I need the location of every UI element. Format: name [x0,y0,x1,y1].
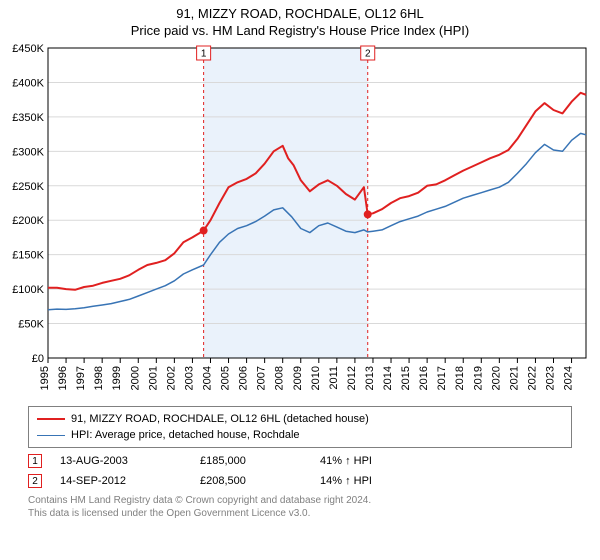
legend-item: 91, MIZZY ROAD, ROCHDALE, OL12 6HL (deta… [37,411,563,427]
svg-text:£0: £0 [32,353,44,365]
title-sub: Price paid vs. HM Land Registry's House … [0,23,600,38]
svg-text:2001: 2001 [147,366,159,390]
legend: 91, MIZZY ROAD, ROCHDALE, OL12 6HL (deta… [28,406,572,448]
svg-text:£400K: £400K [12,77,44,89]
svg-text:1999: 1999 [111,366,123,390]
sale-price: £185,000 [200,455,320,467]
legend-label: 91, MIZZY ROAD, ROCHDALE, OL12 6HL (deta… [71,413,369,425]
title-main: 91, MIZZY ROAD, ROCHDALE, OL12 6HL [0,6,600,21]
svg-text:2022: 2022 [526,366,538,390]
sale-delta: 41% ↑ HPI [320,455,372,467]
sale-price: £208,500 [200,475,320,487]
sale-delta: 14% ↑ HPI [320,475,372,487]
legend-label: HPI: Average price, detached house, Roch… [71,429,300,441]
svg-text:£300K: £300K [12,146,44,158]
svg-text:2017: 2017 [436,366,448,390]
svg-text:2018: 2018 [454,366,466,390]
svg-text:£250K: £250K [12,181,44,193]
sale-date: 13-AUG-2003 [60,455,200,467]
svg-text:£150K: £150K [12,250,44,262]
sale-marker-icon: 1 [28,454,42,468]
svg-text:2024: 2024 [563,366,575,390]
svg-text:2004: 2004 [201,366,213,390]
svg-text:2002: 2002 [165,366,177,390]
attribution: Contains HM Land Registry data © Crown c… [28,494,572,520]
svg-text:2009: 2009 [292,366,304,390]
svg-text:1998: 1998 [93,366,105,390]
legend-swatch [37,435,65,436]
svg-text:1996: 1996 [57,366,69,390]
chart-svg: £0 £50K £100K £150K £200K £250K £300K £350K £400… [0,38,600,398]
svg-text:2014: 2014 [382,366,394,390]
svg-text:2013: 2013 [364,366,376,390]
svg-text:1: 1 [201,49,207,60]
chart-container: 91, MIZZY ROAD, ROCHDALE, OL12 6HL Price… [0,0,600,520]
svg-text:2020: 2020 [490,366,502,390]
svg-text:2008: 2008 [274,366,286,390]
svg-text:2: 2 [365,49,371,60]
svg-text:2010: 2010 [310,366,322,390]
svg-text:£100K: £100K [12,284,44,296]
svg-text:2016: 2016 [418,366,430,390]
sale-marker-icon: 2 [28,474,42,488]
svg-text:2003: 2003 [183,366,195,390]
svg-text:2011: 2011 [328,366,340,390]
svg-text:£200K: £200K [12,215,44,227]
svg-text:1995: 1995 [39,366,51,390]
svg-text:2021: 2021 [508,366,520,390]
sale-row: 1 13-AUG-2003 £185,000 41% ↑ HPI [28,454,572,468]
svg-text:2012: 2012 [346,366,358,390]
chart: £0 £50K £100K £150K £200K £250K £300K £350K £400… [0,38,600,398]
svg-text:2023: 2023 [545,366,557,390]
svg-text:1997: 1997 [75,366,87,390]
svg-text:2015: 2015 [400,366,412,390]
legend-item: HPI: Average price, detached house, Roch… [37,427,563,443]
svg-text:£450K: £450K [12,43,44,55]
svg-text:2007: 2007 [256,366,268,390]
sale-row: 2 14-SEP-2012 £208,500 14% ↑ HPI [28,474,572,488]
attribution-line: This data is licensed under the Open Gov… [28,507,572,520]
svg-text:£50K: £50K [18,319,44,331]
svg-text:2006: 2006 [238,366,250,390]
attribution-line: Contains HM Land Registry data © Crown c… [28,494,572,507]
svg-text:2005: 2005 [220,366,232,390]
svg-text:2019: 2019 [472,366,484,390]
legend-swatch [37,418,65,420]
svg-text:£350K: £350K [12,112,44,124]
sales-table: 1 13-AUG-2003 £185,000 41% ↑ HPI 2 14-SE… [28,454,572,488]
titles: 91, MIZZY ROAD, ROCHDALE, OL12 6HL Price… [0,0,600,38]
sale-date: 14-SEP-2012 [60,475,200,487]
svg-text:2000: 2000 [129,366,141,390]
